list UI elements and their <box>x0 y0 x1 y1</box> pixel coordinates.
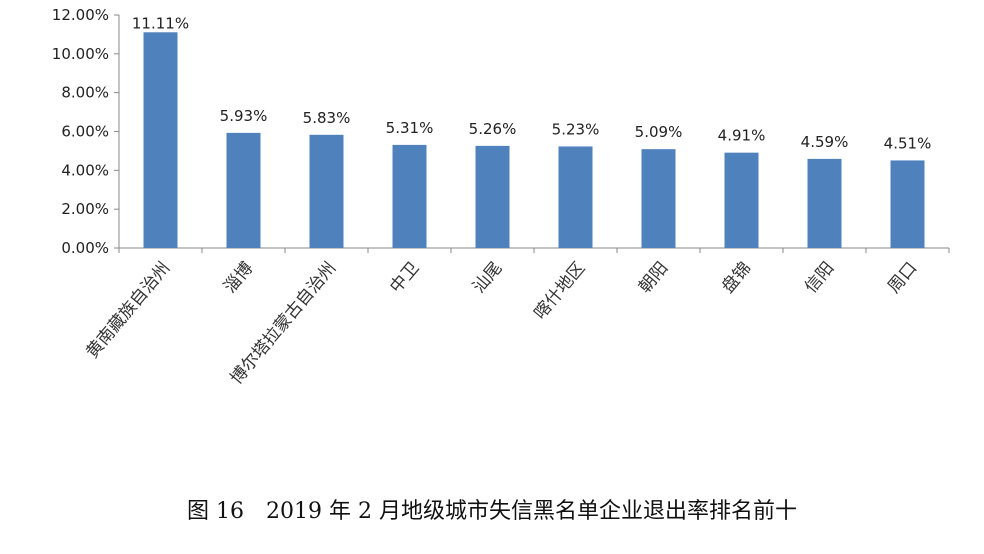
y-tick-label: 10.00% <box>52 45 109 63</box>
bar <box>143 32 178 248</box>
data-label: 11.11% <box>132 14 189 32</box>
data-label: 5.09% <box>635 123 683 141</box>
x-category-label: 中卫 <box>386 258 423 297</box>
x-category-label: 盘锦 <box>718 258 755 297</box>
bar <box>641 149 676 248</box>
bar <box>890 160 925 248</box>
data-label: 5.93% <box>220 107 268 125</box>
bar <box>724 152 759 248</box>
bar <box>226 132 261 248</box>
y-tick-label: 2.00% <box>61 200 109 218</box>
y-tick-label: 0.00% <box>61 239 109 257</box>
y-tick-label: 6.00% <box>61 123 109 141</box>
bar <box>475 145 510 248</box>
chart-caption: 图 16 2019 年 2 月地级城市失信黑名单企业退出率排名前十 <box>187 499 797 524</box>
data-label: 4.91% <box>718 127 766 145</box>
y-tick-label: 12.00% <box>52 6 109 24</box>
x-category-label: 喀什地区 <box>530 258 589 323</box>
data-label: 5.26% <box>469 120 517 138</box>
x-category-label: 淄博 <box>220 258 257 297</box>
y-tick-label: 4.00% <box>61 161 109 179</box>
y-tick-label: 8.00% <box>61 84 109 102</box>
x-category-label: 信阳 <box>801 258 838 297</box>
x-category-label: 朝阳 <box>635 258 672 297</box>
bar <box>392 144 427 248</box>
bar <box>309 134 344 248</box>
bar <box>807 158 842 248</box>
data-label: 5.83% <box>303 109 351 127</box>
x-category-label: 黄南藏族自治州 <box>83 258 175 362</box>
data-label: 4.59% <box>801 133 849 151</box>
bar-chart: 0.00% 2.00% 4.00% 6.00% 8.00% 10.00% 12.00% 11.… <box>52 6 950 388</box>
data-label: 5.23% <box>552 120 600 138</box>
data-label: 4.51% <box>884 134 932 152</box>
data-label: 5.31% <box>386 119 434 137</box>
bar <box>558 146 593 248</box>
x-category-label: 汕尾 <box>469 258 506 297</box>
x-category-label: 周口 <box>884 258 921 297</box>
